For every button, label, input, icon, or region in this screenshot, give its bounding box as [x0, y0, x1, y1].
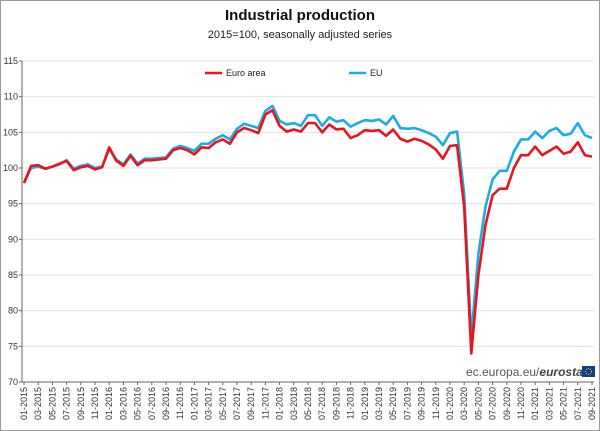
- x-tick-label: 07-2020: [488, 387, 498, 420]
- source-url: ec.europa.eu/: [466, 365, 540, 379]
- x-tick-label: 05-2018: [303, 387, 313, 420]
- legend: Euro area EU: [205, 68, 383, 78]
- eu-flag-icon: [582, 366, 595, 377]
- x-tick-label: 03-2020: [459, 387, 469, 420]
- x-tick-label: 05-2019: [388, 387, 398, 420]
- y-tick-label: 90: [8, 234, 18, 244]
- x-tick-label: 05-2017: [218, 387, 228, 420]
- x-tick-label: 03-2017: [204, 387, 214, 420]
- x-tick-label: 07-2018: [317, 387, 327, 420]
- y-tick-label: 100: [3, 163, 18, 173]
- eu-flag-stars-icon: [585, 368, 592, 375]
- series-lines: [22, 104, 593, 355]
- x-tick-label: 09-2017: [246, 387, 256, 420]
- x-tick-label: 05-2015: [47, 387, 57, 420]
- x-tick-label: 01-2018: [275, 387, 285, 420]
- x-tick-label: 11-2015: [90, 387, 100, 419]
- series-line-eu: [22, 104, 593, 339]
- chart-title: Industrial production: [225, 7, 375, 24]
- chart-subtitle: 2015=100, seasonally adjusted series: [207, 29, 393, 41]
- legend-label-euro-area: Euro area: [226, 68, 266, 78]
- x-tick-label: 01-2016: [104, 387, 114, 420]
- x-tick-label: 03-2019: [374, 387, 384, 420]
- y-tick-label: 105: [3, 127, 18, 137]
- y-tick-label: 115: [4, 56, 18, 66]
- x-tick-label: 09-2016: [161, 387, 171, 420]
- y-axis: 70 75 80 85 90 95 100 105 110 115: [3, 56, 23, 387]
- x-tick-label: 03-2016: [118, 387, 128, 420]
- x-tick-label: 03-2018: [289, 387, 299, 420]
- x-tick-label: 11-2017: [260, 387, 270, 419]
- y-tick-label: 70: [8, 377, 18, 387]
- legend-label-eu: EU: [370, 68, 383, 78]
- x-tick-label: 05-2020: [473, 387, 483, 420]
- x-tick-label: 07-2021: [573, 387, 583, 420]
- x-tick-label: 11-2019: [431, 387, 441, 419]
- x-tick-label: 05-2021: [559, 387, 569, 420]
- y-tick-label: 75: [8, 341, 18, 351]
- x-tick-label: 09-2019: [417, 387, 427, 420]
- x-tick-label: 03-2015: [33, 387, 43, 420]
- x-tick-label: 07-2017: [232, 387, 242, 420]
- x-tick-label: 01-2019: [360, 387, 370, 420]
- x-tick-label: 11-2016: [175, 387, 185, 419]
- x-tick-label: 09-2021: [587, 387, 597, 420]
- source-label: ec.europa.eu/eurostat: [466, 365, 588, 379]
- x-tick-label: 03-2021: [544, 387, 554, 420]
- x-tick-label: 11-2020: [516, 387, 526, 419]
- y-tick-label: 80: [8, 306, 18, 316]
- y-tick-label: 110: [4, 92, 18, 102]
- x-tick-label: 07-2016: [147, 387, 157, 420]
- x-tick-label: 01-2017: [189, 387, 199, 420]
- x-tick-label: 07-2019: [402, 387, 412, 420]
- x-tick-label: 11-2018: [346, 387, 356, 419]
- x-tick-label: 09-2015: [76, 387, 86, 420]
- y-tick-label: 95: [8, 199, 18, 209]
- x-tick-label: 01-2015: [19, 387, 29, 420]
- series-line-euro-area: [22, 108, 593, 355]
- x-tick-label: 01-2020: [445, 387, 455, 420]
- source-brand: eurostat: [539, 365, 587, 379]
- y-tick-label: 85: [8, 270, 18, 280]
- grid: [22, 60, 594, 347]
- x-tick-label: 07-2015: [62, 387, 72, 420]
- x-tick-label: 05-2016: [133, 387, 143, 420]
- x-tick-label: 09-2018: [331, 387, 341, 420]
- x-tick-label: 01-2021: [530, 387, 540, 420]
- x-tick-label: 09-2020: [502, 387, 512, 420]
- source-branding: ec.europa.eu/eurostat: [466, 365, 595, 379]
- x-axis: 01-2015 03-2015 05-2015 07-2015 09-2015 11-20…: [19, 381, 597, 420]
